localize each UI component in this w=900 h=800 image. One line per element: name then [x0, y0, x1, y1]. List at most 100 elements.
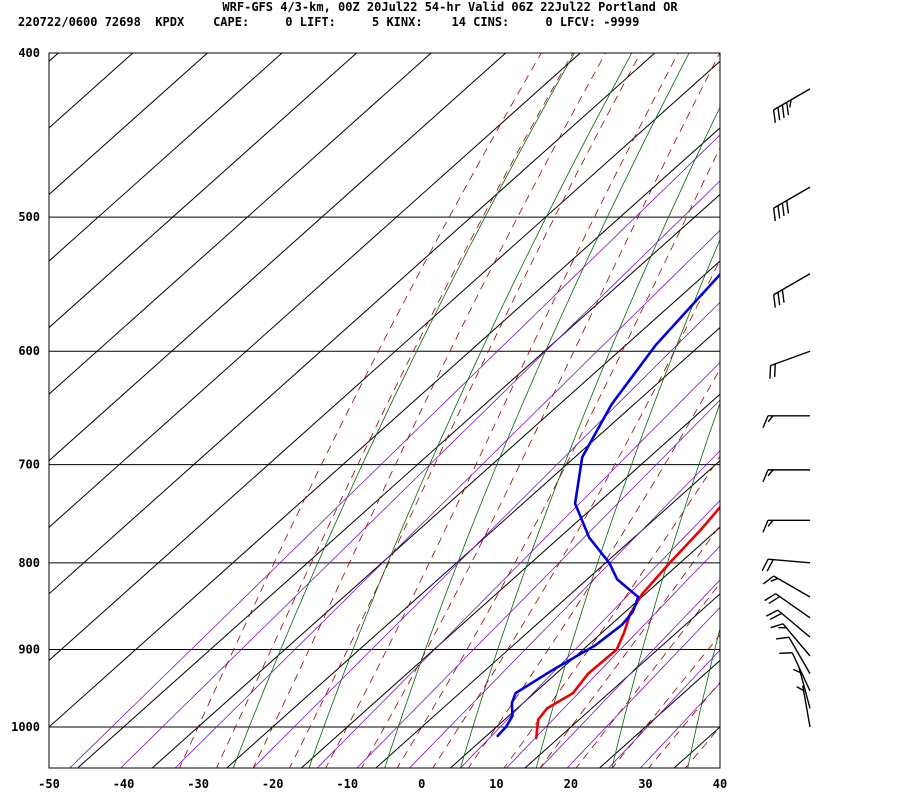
wind-barb-feather	[768, 595, 781, 605]
isotherm-line	[598, 659, 720, 768]
wind-barb-feather	[767, 469, 774, 477]
wind-barb	[796, 685, 811, 728]
isotherm-line	[49, 53, 358, 329]
isotherm-line	[49, 60, 720, 662]
dry-adiabat-line	[308, 53, 633, 768]
wind-barb-staff	[788, 636, 811, 674]
wind-barb-staff	[768, 558, 811, 564]
dry-adiabat-line	[535, 238, 720, 768]
wind-barb	[762, 519, 810, 533]
pressure-tick-label: 600	[18, 344, 40, 358]
wind-barb	[793, 667, 811, 709]
mixing-ratio-line	[356, 399, 720, 768]
sounding-traces	[496, 272, 720, 740]
wind-barb-feather	[781, 202, 785, 217]
mixing-ratio-line	[639, 682, 720, 768]
moist-adiabat-line	[432, 259, 720, 768]
wind-barb	[769, 350, 811, 379]
wind-barb-feather	[762, 520, 769, 533]
wind-barb	[772, 186, 811, 222]
pressure-tick-label: 1000	[11, 720, 40, 734]
mixing-ratio-line	[69, 134, 720, 768]
wind-barb-feather	[781, 104, 785, 118]
isotherm-line	[524, 593, 720, 768]
wind-barb-feather	[766, 559, 774, 572]
isotherm-line	[49, 127, 720, 728]
dewpoint-trace	[496, 272, 720, 738]
wind-barb-staff	[791, 652, 811, 692]
dry-adiabat-line	[611, 402, 720, 768]
wind-barb-staff	[798, 667, 811, 709]
dry-adiabat-line	[384, 53, 690, 768]
x-tick-label: -10	[336, 777, 358, 791]
wind-barb-feather	[770, 623, 784, 629]
wind-barb-feather	[776, 636, 790, 640]
wind-barb-feather	[796, 686, 804, 692]
moist-adiabat-line	[539, 524, 720, 768]
isotherm-line	[76, 193, 720, 768]
moist-adiabat-line	[289, 53, 641, 768]
moist-adiabat-line	[648, 681, 720, 768]
moist-adiabat-line	[611, 634, 720, 768]
wind-barb-feather	[779, 652, 793, 654]
wind-barb	[765, 609, 811, 638]
moist-adiabat-line	[179, 53, 542, 768]
mixing-ratio-line	[459, 499, 720, 768]
wind-barb-feather	[777, 292, 781, 306]
wind-barb-feather	[772, 208, 776, 222]
isotherm-line	[49, 53, 283, 262]
wind-barb-feather	[762, 575, 775, 585]
wind-barb-staff	[802, 685, 811, 728]
wind-barb-staff	[775, 593, 811, 619]
wind-barb-staff	[773, 88, 811, 111]
isotherm-line	[49, 53, 581, 528]
wind-barb-feather	[770, 577, 779, 582]
wind-barb	[779, 652, 811, 692]
wind-barb	[772, 273, 811, 308]
wind-barb-feather	[762, 469, 769, 483]
mixing-ratio-line	[608, 649, 720, 768]
dry-adiabat-line	[460, 106, 720, 768]
wind-barb	[764, 593, 811, 619]
wind-barb-feather	[765, 609, 779, 617]
wind-barb-staff	[770, 350, 811, 367]
wind-barb-feather	[772, 294, 776, 308]
wind-barb-feather	[769, 365, 772, 379]
plot-frame	[48, 52, 721, 769]
pressure-tick-label: 800	[18, 556, 40, 570]
dry-adiabat-line	[763, 15, 900, 770]
isotherm-line	[49, 53, 656, 595]
wind-barb	[776, 636, 811, 674]
x-tick-label: 0	[418, 777, 425, 791]
x-tick-label: -40	[113, 777, 135, 791]
moist-adiabat-line	[575, 582, 720, 768]
axis-tick-labels: -50 -40 -30 -20 -10 0 10 20 30 40 400 500 600 700 800 9…	[11, 46, 727, 791]
isotherm-line	[49, 53, 507, 462]
wind-barb-feather	[793, 668, 801, 674]
wind-barb	[772, 88, 811, 123]
mixing-ratio-line	[120, 180, 720, 768]
wind-barb-staff	[773, 273, 811, 296]
wind-barb-staff	[777, 609, 811, 638]
x-tick-label: 30	[638, 777, 652, 791]
moist-adiabat-line	[325, 53, 679, 768]
chart-background-grid	[49, 15, 900, 770]
wind-barb-feather	[786, 102, 790, 116]
dry-adiabat-line	[687, 626, 720, 768]
x-tick-label: -50	[38, 777, 60, 791]
mixing-ratio-line	[539, 579, 720, 768]
temperature-trace	[534, 505, 720, 740]
pressure-tick-label: 400	[18, 46, 40, 60]
wind-barb-feather	[773, 363, 776, 377]
moist-adiabat-line	[361, 53, 720, 768]
isotherm-line	[449, 526, 720, 768]
wind-barb-feather	[764, 593, 776, 602]
isotherm-line	[49, 53, 134, 129]
mixing-ratio-line	[408, 450, 720, 768]
x-tick-label: 10	[489, 777, 503, 791]
isotherm-line	[375, 460, 720, 768]
wind-barb-feather	[767, 415, 774, 423]
isotherm-line	[151, 260, 720, 768]
x-tick-label: 20	[564, 777, 578, 791]
